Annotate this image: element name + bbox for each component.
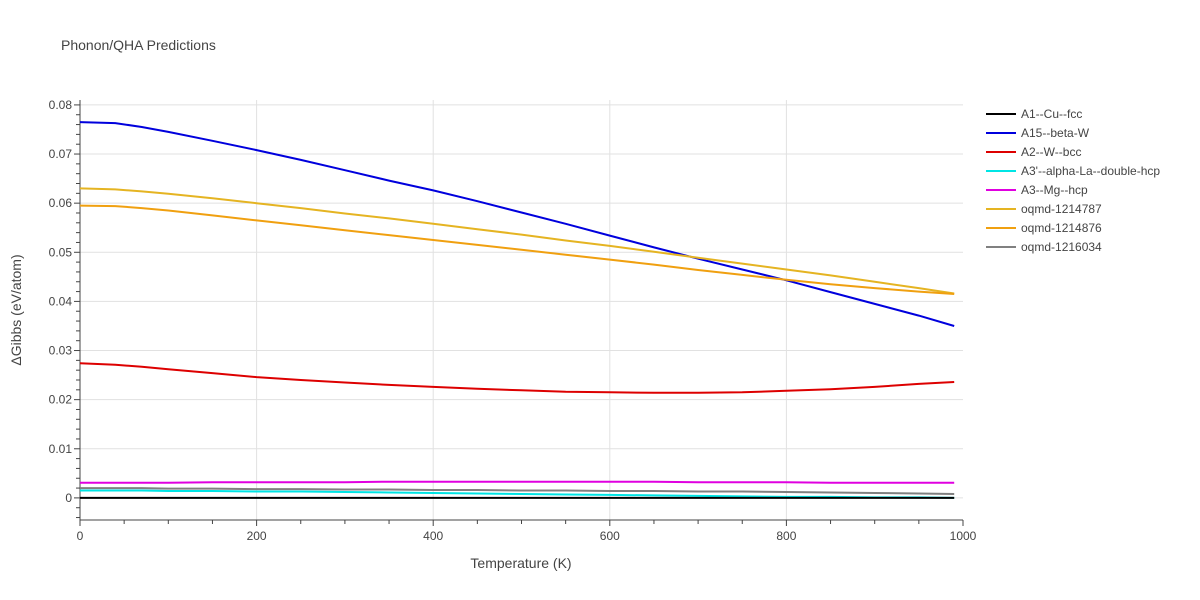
- y-tick-label: 0: [65, 491, 72, 505]
- x-tick-label: 600: [600, 529, 620, 543]
- grid: [80, 100, 963, 520]
- legend-label: oqmd-1214787: [1021, 202, 1102, 216]
- x-axis-title: Temperature (K): [470, 555, 571, 571]
- y-tick-label: 0.02: [49, 393, 73, 407]
- x-tick-label: 200: [247, 529, 267, 543]
- axes: 0 200 400 600 800 1000 0 0.01 0.02 0.03 0.04 0.05 0.…: [49, 98, 977, 543]
- legend-item[interactable]: A3--Mg--hcp: [986, 183, 1088, 197]
- series-line-1: [79, 121, 955, 327]
- y-tick-label: 0.06: [49, 196, 73, 210]
- y-tick-label: 0.03: [49, 344, 73, 358]
- legend-item[interactable]: A1--Cu--fcc: [986, 107, 1082, 121]
- chart-title: Phonon/QHA Predictions: [61, 37, 216, 53]
- legend-item[interactable]: A2--W--bcc: [986, 145, 1081, 159]
- series-line-4: [80, 480, 955, 484]
- y-tick-label: 0.05: [49, 245, 73, 259]
- x-tick-label: 400: [423, 529, 443, 543]
- y-axis-title: ΔGibbs (eV/atom): [8, 254, 24, 365]
- legend-item[interactable]: A3'--alpha-La--double-hcp: [986, 164, 1160, 178]
- legend-item[interactable]: oqmd-1214876: [986, 221, 1102, 235]
- legend-item[interactable]: oqmd-1214787: [986, 202, 1102, 216]
- series-line-7: [80, 487, 955, 495]
- legend-label: A3--Mg--hcp: [1021, 183, 1088, 197]
- legend-item[interactable]: oqmd-1216034: [986, 240, 1102, 254]
- legend: A1--Cu--fcc A15--beta-W A2--W--bcc A3'--alp…: [986, 107, 1160, 254]
- legend-label: oqmd-1216034: [1021, 240, 1102, 254]
- series-line-6: [79, 204, 955, 295]
- legend-label: A1--Cu--fcc: [1021, 107, 1082, 121]
- legend-label: A15--beta-W: [1021, 126, 1090, 140]
- legend-label: oqmd-1214876: [1021, 221, 1102, 235]
- legend-item[interactable]: A15--beta-W: [986, 126, 1090, 140]
- series-line-5: [79, 187, 955, 295]
- x-tick-label: 1000: [950, 529, 977, 543]
- y-tick-label: 0.04: [49, 294, 73, 308]
- y-tick-label: 0.07: [49, 147, 73, 161]
- y-tick-label: 0.01: [49, 442, 73, 456]
- series-line-2: [79, 362, 955, 394]
- legend-label: A2--W--bcc: [1021, 145, 1081, 159]
- x-tick-label: 800: [776, 529, 796, 543]
- x-tick-label: 0: [77, 529, 84, 543]
- y-tick-label: 0.08: [49, 98, 73, 112]
- plot-area: [79, 121, 955, 499]
- legend-label: A3'--alpha-La--double-hcp: [1021, 164, 1160, 178]
